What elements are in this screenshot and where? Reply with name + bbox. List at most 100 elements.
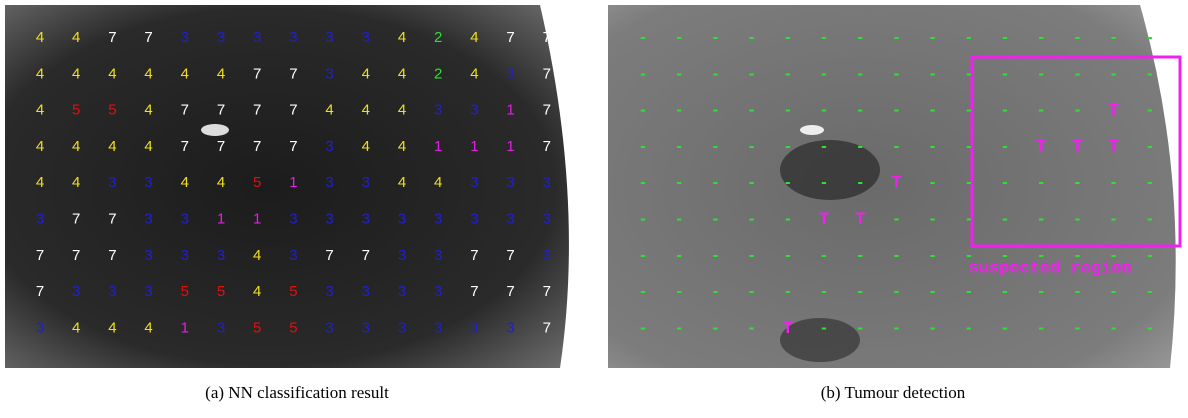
- cell-dash: -: [1002, 27, 1008, 46]
- class-label: 4: [398, 65, 406, 82]
- cell-dash: -: [1075, 282, 1081, 301]
- cell-dash: -: [821, 136, 827, 155]
- class-label: 5: [72, 102, 80, 119]
- class-label: 4: [398, 138, 406, 155]
- cell-dash: -: [1111, 64, 1117, 83]
- class-label: 3: [181, 29, 189, 46]
- class-label: 3: [470, 174, 478, 191]
- region-label: suspected region: [968, 259, 1131, 278]
- dark-region: [780, 140, 880, 200]
- cell-dash: -: [966, 173, 972, 192]
- cell-dash: -: [1038, 27, 1044, 46]
- cell-dash: -: [966, 27, 972, 46]
- cell-dash: -: [966, 64, 972, 83]
- cell-dash: -: [749, 282, 755, 301]
- class-label: 3: [543, 210, 551, 227]
- cell-dash: -: [640, 209, 646, 228]
- class-label: 2: [434, 65, 442, 82]
- cell-dash: -: [640, 136, 646, 155]
- tumour-mark: T: [1036, 136, 1047, 155]
- class-label: 4: [470, 29, 478, 46]
- cell-dash: -: [1075, 173, 1081, 192]
- cell-dash: -: [930, 136, 936, 155]
- cell-dash: -: [676, 282, 682, 301]
- class-label: 3: [289, 247, 297, 264]
- cell-dash: -: [821, 64, 827, 83]
- class-label: 7: [506, 247, 514, 264]
- class-label: 3: [398, 319, 406, 336]
- class-label: 5: [217, 283, 225, 300]
- bright-spot: [201, 124, 229, 136]
- cell-dash: -: [894, 100, 900, 119]
- class-label: 4: [144, 319, 152, 336]
- class-label: 7: [543, 65, 551, 82]
- cell-dash: -: [1038, 173, 1044, 192]
- cell-dash: -: [1038, 64, 1044, 83]
- class-label: 3: [72, 283, 80, 300]
- bright-spot: [800, 125, 824, 135]
- cell-dash: -: [1038, 100, 1044, 119]
- tumour-mark: T: [819, 209, 830, 228]
- class-label: 3: [253, 29, 261, 46]
- class-label: 4: [72, 319, 80, 336]
- class-label: 4: [325, 102, 333, 119]
- figure: suspected region (a) NN classification r…: [0, 0, 1188, 418]
- class-label: 1: [434, 138, 442, 155]
- class-label: 3: [144, 210, 152, 227]
- cell-dash: -: [640, 282, 646, 301]
- cell-dash: -: [930, 282, 936, 301]
- cell-dash: -: [1075, 27, 1081, 46]
- class-label: 3: [108, 283, 116, 300]
- cell-dash: -: [894, 64, 900, 83]
- class-label: 3: [362, 283, 370, 300]
- cell-dash: -: [1111, 209, 1117, 228]
- tumour-mark: T: [1072, 136, 1083, 155]
- cell-dash: -: [821, 245, 827, 264]
- class-label: 7: [506, 29, 514, 46]
- class-label: 3: [398, 210, 406, 227]
- class-label: 3: [325, 174, 333, 191]
- cell-dash: -: [713, 64, 719, 83]
- cell-dash: -: [1147, 27, 1153, 46]
- cell-dash: -: [857, 136, 863, 155]
- class-label: 5: [253, 174, 261, 191]
- class-label: 3: [362, 319, 370, 336]
- class-label: 3: [543, 174, 551, 191]
- tumour-mark: T: [855, 209, 866, 228]
- cell-dash: -: [930, 245, 936, 264]
- cell-dash: -: [749, 27, 755, 46]
- class-label: 1: [506, 102, 514, 119]
- cell-dash: -: [676, 318, 682, 337]
- cell-dash: -: [749, 173, 755, 192]
- class-label: 3: [470, 210, 478, 227]
- cell-dash: -: [1002, 245, 1008, 264]
- class-label: 3: [144, 174, 152, 191]
- class-label: 4: [470, 65, 478, 82]
- class-label: 3: [144, 247, 152, 264]
- cell-dash: -: [676, 64, 682, 83]
- cell-dash: -: [1111, 282, 1117, 301]
- cell-dash: -: [1002, 209, 1008, 228]
- cell-dash: -: [894, 136, 900, 155]
- class-label: 4: [434, 174, 442, 191]
- class-label: 4: [72, 138, 80, 155]
- cell-dash: -: [676, 245, 682, 264]
- cell-dash: -: [713, 173, 719, 192]
- cell-dash: -: [966, 100, 972, 119]
- class-label: 3: [362, 29, 370, 46]
- class-label: 4: [398, 174, 406, 191]
- class-label: 7: [470, 283, 478, 300]
- class-label: 4: [36, 65, 44, 82]
- cell-dash: -: [785, 173, 791, 192]
- class-label: 4: [398, 29, 406, 46]
- cell-dash: -: [713, 318, 719, 337]
- cell-dash: -: [1075, 318, 1081, 337]
- cell-dash: -: [785, 27, 791, 46]
- cell-dash: -: [749, 64, 755, 83]
- class-label: 7: [289, 102, 297, 119]
- class-label: 4: [144, 65, 152, 82]
- class-label: 4: [108, 65, 116, 82]
- cell-dash: -: [749, 245, 755, 264]
- cell-dash: -: [785, 209, 791, 228]
- class-label: 1: [506, 138, 514, 155]
